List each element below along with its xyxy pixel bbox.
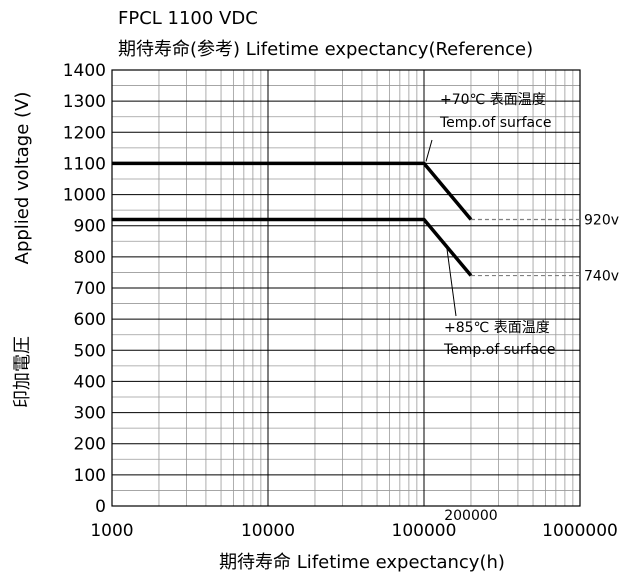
plot-grid: [111, 69, 581, 507]
reference-label: 740v: [584, 269, 619, 285]
plot-frame: [111, 69, 581, 507]
y-tick-label: 800: [74, 248, 106, 268]
annotation-text: +85℃ 表面温度: [444, 320, 550, 336]
annotation-text: Temp.of surface: [443, 342, 555, 358]
data-series: [112, 161, 473, 277]
y-axis-label-jp: 印加電圧: [12, 336, 33, 408]
series-line: [112, 217, 473, 277]
y-tick-label: 600: [74, 310, 106, 330]
y-tick-label: 700: [74, 279, 106, 299]
y-tick-label: 1000: [63, 186, 106, 206]
x-tick-label: 10000: [241, 521, 295, 541]
y-tick-label: 400: [74, 372, 106, 392]
y-tick-label: 1200: [63, 123, 106, 143]
x-tick-label: 100000: [392, 521, 457, 541]
annotation-leader: [425, 139, 433, 162]
y-tick-label: 300: [74, 404, 106, 424]
y-tick-label: 1100: [63, 154, 106, 174]
y-tick-label: 900: [74, 217, 106, 237]
series-line: [112, 161, 473, 221]
reference-label: 920v: [584, 212, 619, 228]
annotations: +70℃ 表面温度 Temp.of surface +85℃ 表面温度 Temp.of…: [425, 92, 555, 358]
chart-title: FPCL 1100 VDC: [118, 8, 258, 29]
x-tick-label: 1000: [90, 521, 133, 541]
x-axis-label: 期待寿命 Lifetime expectancy(h): [219, 552, 505, 573]
y-tick-label: 100: [74, 466, 106, 486]
y-tick-label: 500: [74, 341, 106, 361]
y-tick-label: 1300: [63, 92, 106, 112]
x-extra-tick-label: 200000: [444, 508, 497, 524]
reference-lines: 920v 740v: [470, 212, 619, 285]
y-axis-label-en: Applied voltage (V): [12, 92, 33, 265]
chart-subtitle: 期待寿命(参考) Lifetime expectancy(Reference): [118, 39, 533, 60]
annotation-text: +70℃ 表面温度: [440, 92, 546, 108]
y-tick-label: 1400: [63, 61, 106, 81]
x-tick-label: 1000000: [542, 521, 618, 541]
axis-ticks: 0 100 200 300 400 500 600 700 800 900 1000 1100 1200…: [63, 61, 618, 541]
y-tick-label: 0: [95, 497, 106, 517]
y-tick-label: 200: [74, 435, 106, 455]
annotation-leader: [446, 247, 457, 317]
annotation-text: Temp.of surface: [439, 115, 551, 131]
